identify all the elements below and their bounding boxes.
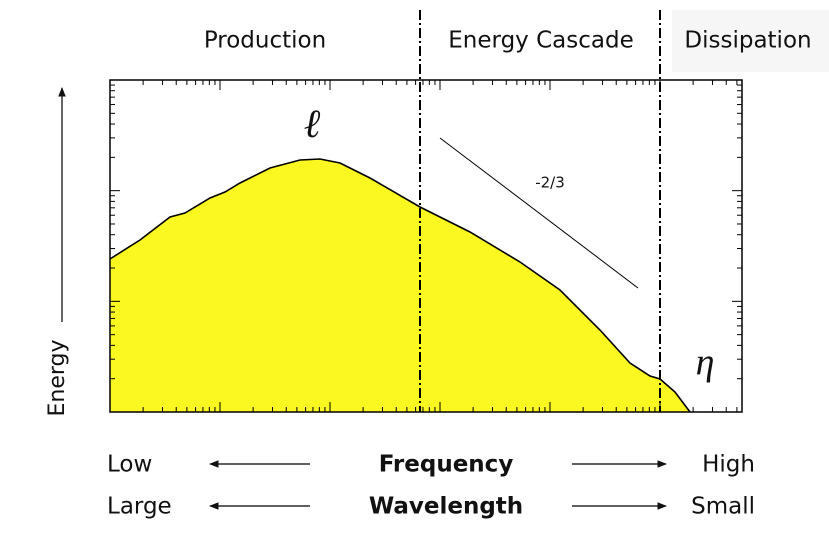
plot-frame bbox=[109, 79, 743, 413]
region-label: Dissipation bbox=[684, 28, 811, 54]
dissipation-header-bg bbox=[672, 10, 829, 72]
y-axis-label: Energy bbox=[45, 339, 70, 416]
length-scale-label: ℓ bbox=[304, 101, 321, 146]
row-center: Wavelength bbox=[369, 494, 523, 520]
row-left: Large bbox=[107, 494, 172, 520]
ticks bbox=[109, 80, 742, 413]
region-label: Energy Cascade bbox=[448, 28, 633, 54]
slope-label: -2/3 bbox=[535, 174, 565, 192]
slope-line bbox=[439, 137, 639, 289]
region-label: Production bbox=[204, 28, 326, 54]
row-right: Small bbox=[691, 494, 755, 520]
row-left: Low bbox=[107, 452, 152, 478]
row-right: High bbox=[702, 452, 755, 478]
spectrum-curve bbox=[109, 158, 691, 413]
kolmogorov-label: η bbox=[696, 342, 715, 384]
row-center: Frequency bbox=[379, 452, 514, 478]
spectrum-area bbox=[110, 159, 690, 412]
